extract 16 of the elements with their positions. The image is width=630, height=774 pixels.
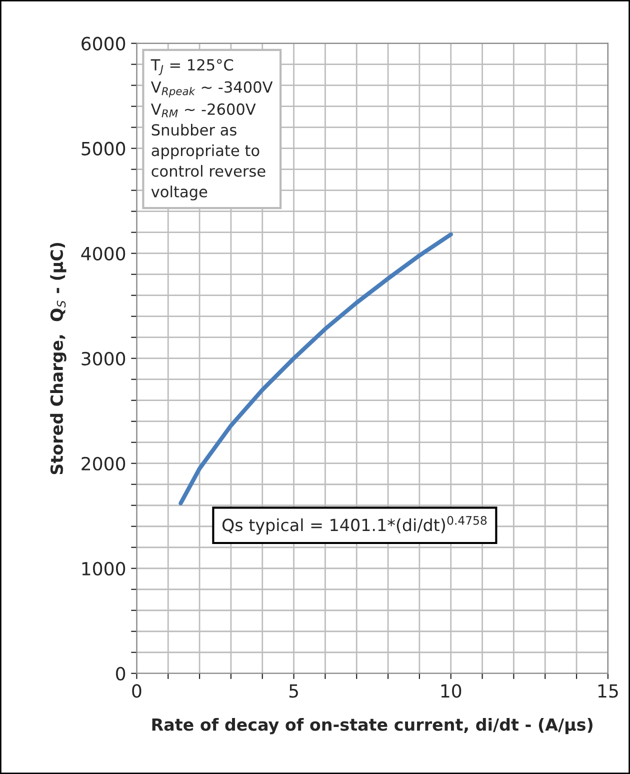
y-tick-label: 0 — [116, 666, 126, 680]
y-tick-label: 2000 — [82, 456, 126, 470]
y-tick-label: 1000 — [82, 562, 126, 576]
y-tick-label: 6000 — [82, 36, 126, 50]
line-series — [178, 232, 453, 506]
x-tick-label: 0 — [132, 684, 142, 698]
x-tick-label: 15 — [598, 684, 618, 698]
y-axis-title: Stored Charge, Q$_{S}$ - (µC) — [50, 242, 66, 474]
y-tick-label: 3000 — [82, 352, 126, 366]
y-tick-label: 4000 — [81, 246, 126, 260]
x-tick-label: 5 — [289, 684, 298, 698]
y-tick-label: 5000 — [82, 142, 126, 156]
text: T$_{J}$ = 125°C V$_{Rpeak}$ ~ -3400V V$_{RM}$ ~ -2600V Snubber as appropriate to control reverse voltage — [150, 59, 273, 200]
x-axis-title: Rate of decay of on-state current, di/dt - (A/µs) — [152, 718, 592, 734]
annotation: Qs typical = 1401.1*(di/dt)$^{0.4758}$ — [222, 516, 487, 534]
x-tick-label: 10 — [441, 684, 462, 698]
